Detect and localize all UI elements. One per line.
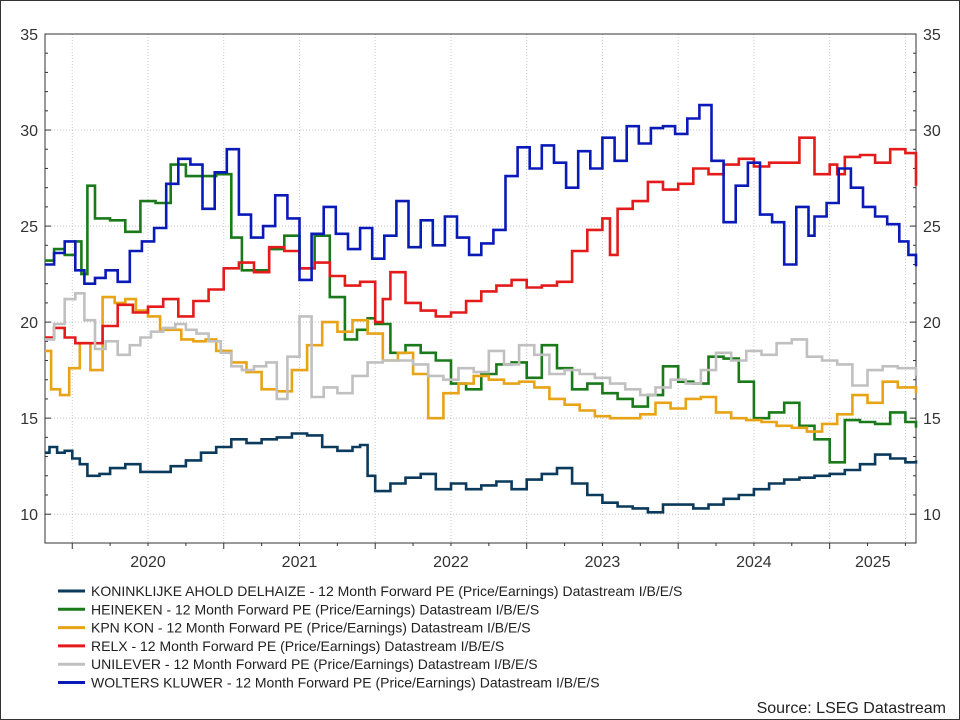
source-note: Source: LSEG Datastream <box>757 700 946 717</box>
legend-label-heineken: HEINEKEN - 12 Month Forward PE (Price/Ea… <box>91 601 539 617</box>
y-tick-label-left: 20 <box>20 315 38 332</box>
x-tick-label: 2022 <box>433 554 469 571</box>
y-tick-label-left: 10 <box>20 507 38 524</box>
legend-label-wolters-kluwer: WOLTERS KLUWER - 12 Month Forward PE (Pr… <box>91 675 600 691</box>
series-line-koninklijke-ahold-delhaize <box>45 432 918 514</box>
x-tick-label: 2024 <box>736 554 772 571</box>
x-tick-label: 2020 <box>130 554 166 571</box>
legend-label-relx: RELX - 12 Month Forward PE (Price/Earnin… <box>91 638 504 654</box>
y-tick-label-right: 10 <box>923 507 941 524</box>
y-tick-label-left: 15 <box>20 411 38 428</box>
series-line-unilever <box>45 292 918 401</box>
x-tick-label: 2021 <box>282 554 318 571</box>
x-tick-label: 2025 <box>855 554 891 571</box>
legend-label-koninklijke-ahold-delhaize: KONINKLIJKE AHOLD DELHAIZE - 12 Month Fo… <box>91 583 682 599</box>
y-tick-label-right: 25 <box>923 219 941 236</box>
y-tick-label-right: 20 <box>923 315 941 332</box>
y-tick-label-right: 15 <box>923 411 941 428</box>
legend: KONINKLIJKE AHOLD DELHAIZE - 12 Month Fo… <box>58 583 682 691</box>
y-tick-label-right: 35 <box>923 27 941 44</box>
series-line-kpn-kon <box>45 295 918 433</box>
series-line-wolters-kluwer <box>45 103 918 285</box>
y-tick-label-left: 35 <box>20 27 38 44</box>
y-tick-label-right: 30 <box>923 123 941 140</box>
y-tick-label-left: 30 <box>20 123 38 140</box>
y-tick-label-left: 25 <box>20 219 38 236</box>
series-line-heineken <box>45 163 918 464</box>
x-tick-label: 2023 <box>585 554 621 571</box>
legend-label-unilever: UNILEVER - 12 Month Forward PE (Price/Ea… <box>91 656 538 672</box>
plot-area-border <box>44 33 917 544</box>
legend-label-kpn-kon: KPN KON - 12 Month Forward PE (Price/Ear… <box>91 620 531 636</box>
series-lines <box>45 103 918 514</box>
series-line-relx <box>45 136 918 345</box>
